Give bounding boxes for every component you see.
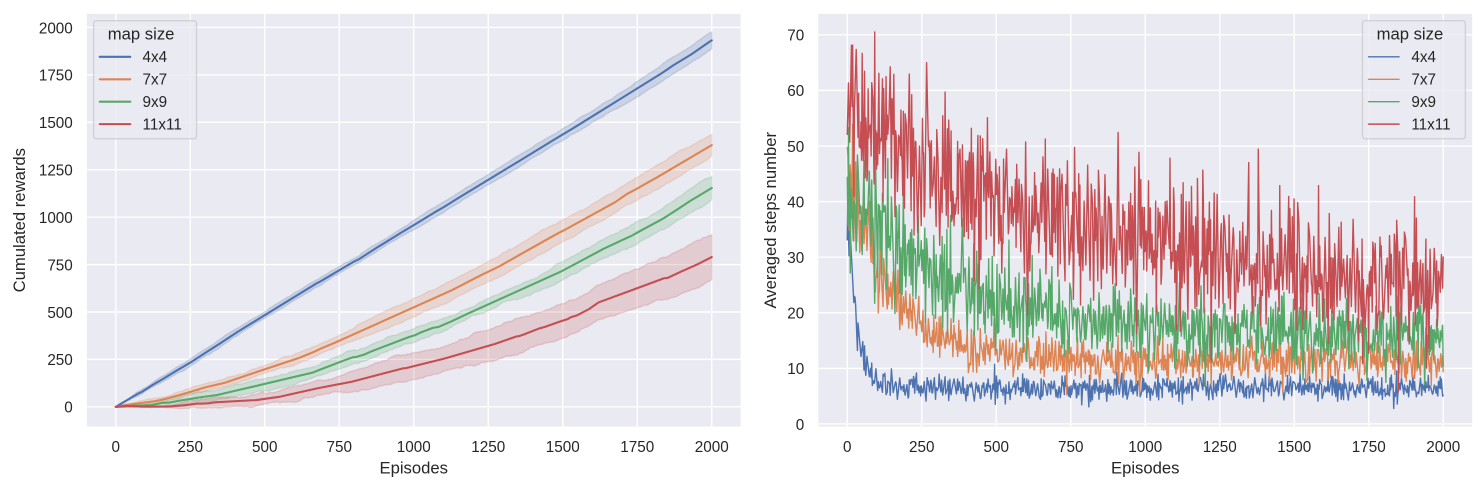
svg-text:0: 0 (64, 400, 73, 417)
svg-text:Averaged steps number: Averaged steps number (761, 131, 780, 308)
svg-text:Episodes: Episodes (1111, 459, 1180, 478)
svg-text:500: 500 (47, 305, 72, 322)
svg-text:9x9: 9x9 (1411, 94, 1436, 111)
svg-text:250: 250 (909, 439, 934, 456)
svg-text:1000: 1000 (1128, 439, 1162, 456)
svg-text:Episodes: Episodes (379, 459, 448, 478)
svg-text:1000: 1000 (397, 439, 431, 456)
svg-text:70: 70 (787, 28, 804, 45)
svg-text:2000: 2000 (695, 439, 729, 456)
svg-text:7x7: 7x7 (1411, 72, 1436, 89)
svg-text:1250: 1250 (39, 163, 73, 180)
svg-text:Cumulated rewards: Cumulated rewards (10, 148, 29, 292)
svg-text:2000: 2000 (39, 20, 73, 37)
svg-text:1750: 1750 (1352, 439, 1386, 456)
svg-text:4x4: 4x4 (143, 49, 168, 66)
svg-text:250: 250 (178, 439, 203, 456)
svg-text:0: 0 (112, 439, 121, 456)
svg-text:250: 250 (47, 352, 72, 369)
svg-text:2000: 2000 (1426, 439, 1460, 456)
svg-text:750: 750 (327, 439, 352, 456)
svg-text:0: 0 (796, 417, 805, 434)
svg-text:map size: map size (1377, 24, 1444, 43)
svg-text:1250: 1250 (471, 439, 505, 456)
svg-text:11x11: 11x11 (143, 116, 182, 133)
svg-text:1500: 1500 (1277, 439, 1311, 456)
svg-text:1750: 1750 (620, 439, 654, 456)
svg-text:60: 60 (787, 83, 804, 100)
svg-text:500: 500 (252, 439, 277, 456)
svg-text:1750: 1750 (39, 68, 73, 85)
svg-text:10: 10 (787, 361, 804, 378)
svg-text:40: 40 (787, 194, 804, 211)
svg-text:750: 750 (47, 257, 72, 274)
svg-text:1000: 1000 (39, 210, 73, 227)
svg-text:9x9: 9x9 (143, 94, 168, 111)
svg-text:map size: map size (108, 24, 175, 43)
svg-text:7x7: 7x7 (143, 72, 168, 89)
svg-text:20: 20 (787, 306, 804, 323)
svg-text:1500: 1500 (39, 115, 73, 132)
svg-text:1500: 1500 (546, 439, 580, 456)
svg-text:4x4: 4x4 (1411, 49, 1436, 66)
svg-text:750: 750 (1058, 439, 1083, 456)
svg-text:1250: 1250 (1203, 439, 1237, 456)
svg-text:500: 500 (984, 439, 1009, 456)
svg-text:30: 30 (787, 250, 804, 267)
svg-text:11x11: 11x11 (1411, 116, 1450, 133)
svg-text:0: 0 (843, 439, 851, 456)
svg-text:50: 50 (787, 139, 804, 156)
